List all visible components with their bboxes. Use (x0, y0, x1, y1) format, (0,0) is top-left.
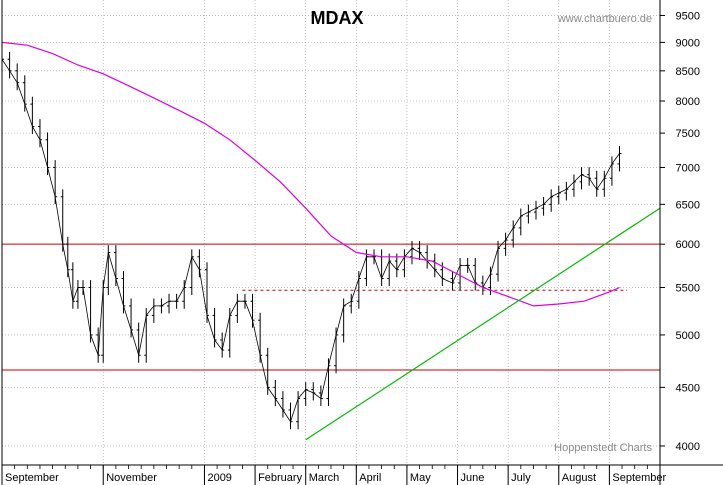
y-tick-label: 5000 (676, 330, 700, 342)
x-tick-label: August (562, 472, 596, 484)
y-tick-label: 4500 (676, 382, 700, 394)
chart-title: MDAX (311, 8, 364, 28)
y-tick-label: 7000 (676, 162, 700, 174)
y-tick-label: 9000 (676, 37, 700, 49)
trendline (305, 207, 661, 441)
price-line (1, 59, 620, 423)
source-label: www.chartbuero.de (557, 13, 652, 25)
y-tick-label: 8000 (676, 96, 700, 108)
price-series (1, 51, 622, 430)
y-tick-label: 8500 (676, 66, 700, 78)
x-tick-label: June (461, 472, 485, 484)
x-tick-label: September (612, 472, 666, 484)
y-tick-label: 7500 (676, 128, 700, 140)
y-tick-label: 6500 (676, 199, 700, 211)
x-tick-label: July (511, 472, 531, 484)
x-tick-label: March (309, 472, 340, 484)
horizontal-levels (2, 243, 660, 371)
credit-label: Hoppenstedt Charts (554, 442, 652, 454)
y-tick-label: 6000 (676, 239, 700, 251)
x-tick-label: May (410, 472, 431, 484)
series-layer (1, 41, 661, 441)
y-tick-label: 5500 (676, 282, 700, 294)
y-tick-label: 9500 (676, 10, 700, 22)
x-tick-label: September (5, 472, 59, 484)
x-tick-label: April (359, 472, 381, 484)
y-tick-label: 4000 (676, 441, 700, 453)
x-tick-label: February (258, 472, 303, 484)
moving-average-line (1, 41, 620, 307)
x-tick-label: November (106, 472, 157, 484)
x-tick-label: 2009 (207, 472, 231, 484)
